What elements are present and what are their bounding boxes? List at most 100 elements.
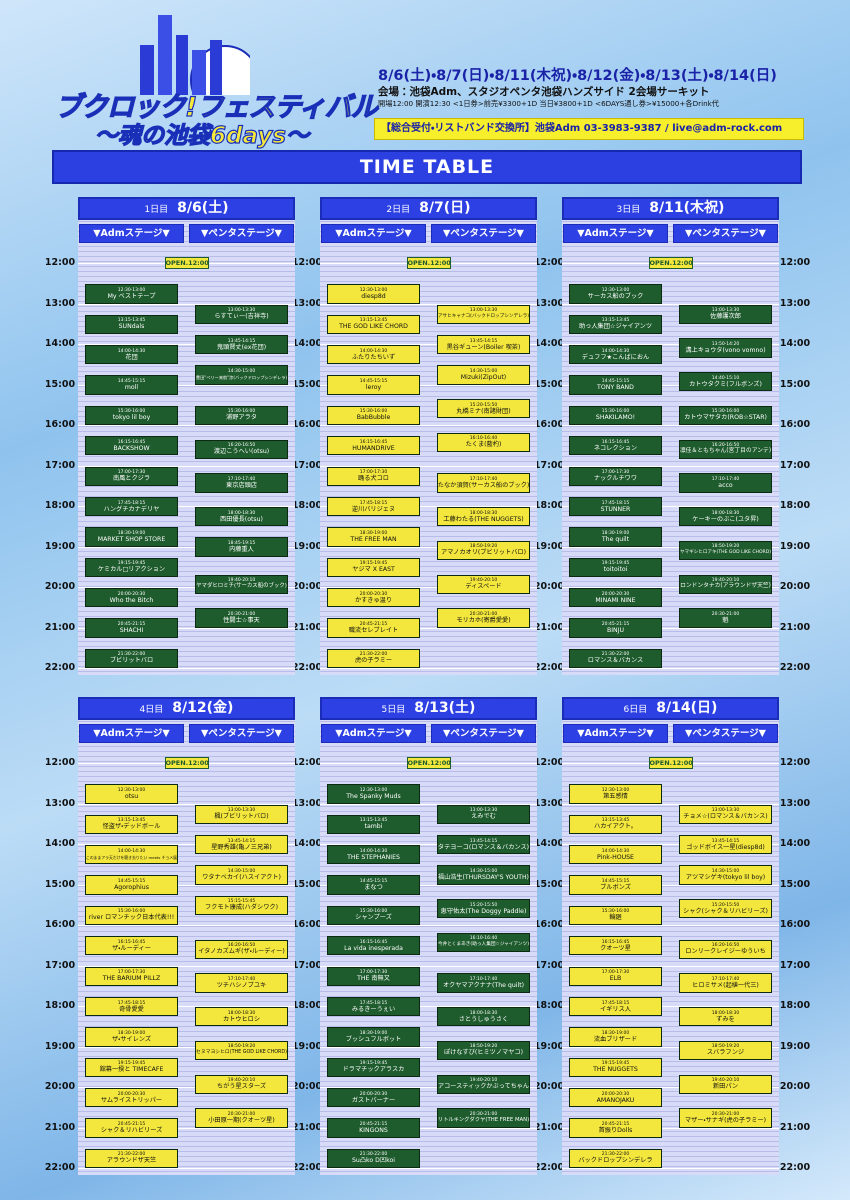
act-block: 20:30-21:00 モリカホ(寄爵愛愛) [437,608,530,628]
act-block: 16:10-16:40 たくま(藍杓) [437,432,530,452]
act-block: 14:30-15:00 ワタナベカイ(ハスイアクト) [195,865,288,885]
hour-label: 16:00 [779,419,811,430]
hour-line [320,344,537,345]
act-name: ブルボンズ [600,884,631,891]
stage-header: ▼Admステージ▼ [79,724,184,743]
hour-line [320,303,537,305]
act-time: 16:20-16:50 [711,443,740,449]
act-time: 14:00-14:30 [359,848,388,854]
act-name: MARKET SHOP STORE [97,535,166,543]
hour-label: 22:00 [533,662,565,673]
hour-line [78,668,295,669]
event-dates: 8/6(土)・8/7(日)・8/11(木祝)・8/12(金)・8/13(土)・8… [378,68,777,84]
act-time: 16:15-16:45 [359,939,388,945]
act-block: 16:20-16:50 渡辺こうへい(otsu) [195,439,288,459]
act-name: 内藤重人 [229,546,254,553]
act-time: 13:15-13:45 [117,818,146,824]
act-block: 17:10-17:40 東京店頭店 [195,473,288,493]
act-block: 14:00-14:30 デュフフ★こんばにおん [569,345,662,365]
act-time: 15:30-16:00 [117,909,146,915]
act-name: 渡辺こうへい(otsu) [213,448,270,456]
act-block: 18:00-18:30 西田優長(otsu) [195,507,288,527]
hour-label: 13:00 [779,797,811,809]
act-time: 16:15-16:45 [117,439,146,445]
act-name: 南風とクジラ [112,475,151,483]
hour-label: 19:00 [779,1040,811,1052]
act-block: 14:40-15:10 カトウタクミ(フルボンズ) [679,372,772,392]
hour-label: 18:00 [533,1000,565,1011]
act-block: 14:00-14:30 ふたりたちいず [327,345,420,365]
act-name: イギリス人 [600,1005,631,1013]
hour-label: 12:00 [291,757,323,768]
act-time: 15:30-16:00 [711,409,740,415]
hour-label: 15:00 [779,878,811,890]
hour-line [78,465,295,467]
hour-line [78,803,295,805]
act-name: KINGONS [359,1127,388,1134]
stage-header: ▼ペンタステージ▼ [431,724,536,743]
day-label: 5日目 [381,705,406,715]
act-name: カトウマサタカ(ROB☆STAR) [684,414,767,422]
act-name: 西田優長(otsu) [220,515,263,523]
act-time: 18:50-19:20 [711,1044,740,1050]
hour-label: 20:00 [291,1081,323,1092]
act-name: 福山浩生(THURSDAY'S YOUTH) [438,873,529,881]
act-name: みるきーうぇい [351,1005,396,1013]
act-block: 15:30-16:00 SHAKILAMO! [569,405,662,425]
act-block: 18:45-19:15 内藤重人 [195,537,288,557]
act-block: 17:00-17:30 踊る犬コロ [327,466,420,486]
act-time: 18:50-19:20 [469,544,498,550]
act-time: 13:45-14:15 [469,338,498,344]
act-block: 15:30-16:00 浦野アラタ [195,405,288,425]
hour-label: 19:00 [44,540,76,552]
hour-label: 13:00 [44,297,76,309]
act-block: 18:30-19:00 流血ブリザード [569,1027,662,1047]
hour-line [320,884,537,886]
act-time: 19:40-20:10 [469,1078,498,1084]
act-block: 20:00-20:30 かすきゅ温り [327,588,420,608]
act-time: 13:50-14:20 [711,341,740,347]
act-block: 12:30-13:00 第五感情 [569,784,662,804]
act-block: 21:30-22:00 バックドロップシンデレラ [569,1148,662,1168]
hour-line [562,587,779,588]
act-name: シャク＆リハビリーズ [100,1127,163,1134]
hour-label: 21:00 [533,621,565,633]
act-name: 黒谷ギューン(Boiler 喫茶) [446,343,521,351]
act-time: 16:10-16:40 [469,436,498,442]
act-time: 17:00-17:30 [117,970,146,976]
day-date: 8/12(金) [172,700,234,716]
act-block: 15:30-16:00 BabBubble [327,405,420,425]
day-header: 2日目 8/7(日) [320,197,537,220]
hour-label: 22:00 [533,1162,565,1173]
act-time: 15:30-16:00 [359,909,388,915]
hour-line [320,1087,537,1088]
act-name: フクモト康成(ハダシワク) [204,904,278,912]
act-time: 13:15-13:45 [601,318,630,324]
act-time: 18:30-19:00 [601,1030,630,1036]
act-name: ザ・サイレンズ [111,1035,152,1043]
hour-label: 21:00 [291,1121,323,1133]
act-name: SUNdals [118,323,145,331]
act-block: 19:40-20:10 新田パン [679,1074,772,1094]
act-time: 19:40-20:10 [227,578,256,584]
act-block: 18:30-19:00 ブッシュフルボット [327,1027,420,1047]
hour-label: 15:00 [533,378,565,390]
act-block: 19:40-20:10 ヤマダヒロミチ(サーカス船のブック) [195,574,288,594]
hour-label: 22:00 [779,662,811,673]
act-time: 12:30-13:00 [359,787,388,793]
hour-line [320,506,537,507]
act-name: サーカス船のブック [587,292,644,300]
act-time: 18:30-19:00 [359,1030,388,1036]
hour-label: 18:00 [291,1000,323,1011]
act-name: The quilt [601,535,630,543]
act-name: THE GOD LIKE CHORD [339,323,408,331]
act-block: 14:30-15:00 Mizuki(ZipOut) [437,365,530,385]
hour-line [320,1168,537,1169]
act-name: Su凸ko D凹koi [352,1157,395,1165]
hour-label: 20:00 [779,1081,811,1092]
act-block: 14:00-14:30 THE STEPHANIES [327,845,420,865]
act-block: 15:30-16:00 カトウマサタカ(ROB☆STAR) [679,405,772,425]
hour-line [78,1046,295,1048]
hour-label: 14:00 [291,338,323,349]
act-block: 13:00-13:30 チョメ☆(ロマンス＆バカンス) [679,804,772,824]
